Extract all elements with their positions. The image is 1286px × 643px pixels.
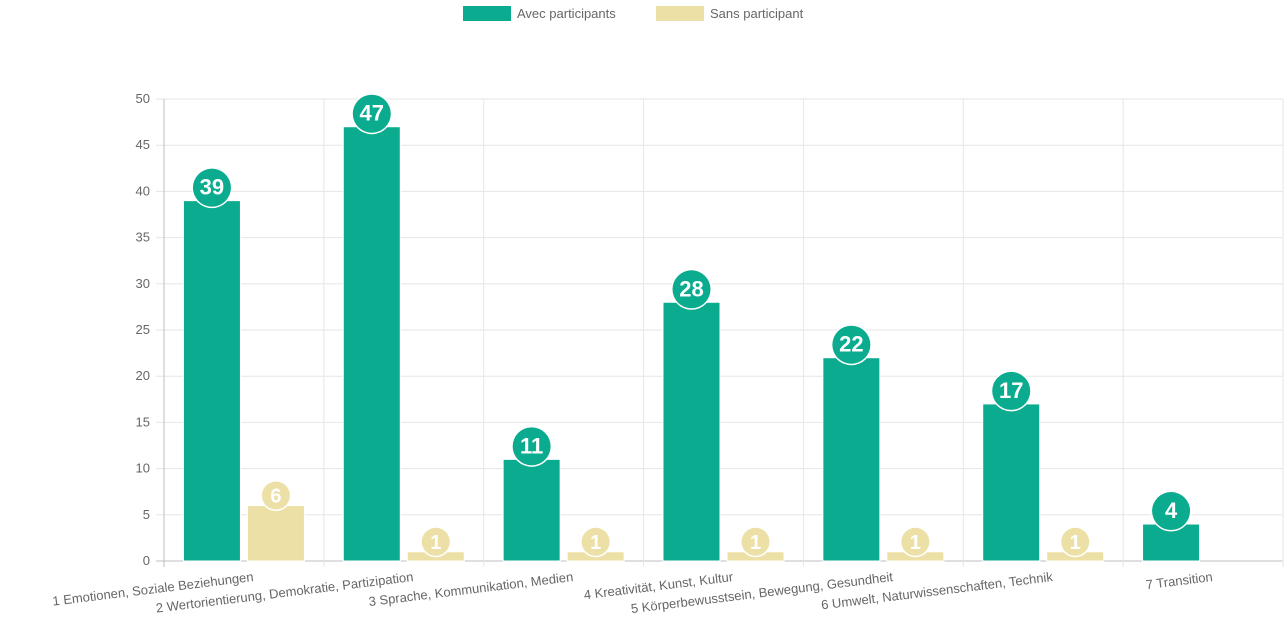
data-label-text: 28 xyxy=(679,276,703,301)
data-label-text: 47 xyxy=(360,101,384,126)
bars xyxy=(182,126,1201,562)
y-tick-label: 50 xyxy=(136,91,150,106)
data-label-bubble xyxy=(421,527,450,556)
data-label-bubble xyxy=(192,168,231,207)
legend-item[interactable]: Avec participants xyxy=(463,6,616,21)
bar-avec-participants[interactable] xyxy=(502,458,561,562)
data-label-bubble xyxy=(512,427,551,466)
data-label-text: 1 xyxy=(1070,532,1081,554)
data-label-bubble xyxy=(581,527,610,556)
data-label: 1 xyxy=(580,526,612,558)
data-label-bubble xyxy=(901,527,930,556)
data-label: 1 xyxy=(1059,526,1091,558)
data-label-bubble xyxy=(1152,492,1191,531)
bar-sans-participant[interactable] xyxy=(246,505,305,562)
data-label: 1 xyxy=(899,526,931,558)
y-tick-label: 20 xyxy=(136,368,150,383)
data-label-text: 17 xyxy=(999,378,1023,403)
y-tick-label: 45 xyxy=(136,137,150,152)
data-label-text: 22 xyxy=(839,332,863,357)
data-label: 39 xyxy=(191,167,233,209)
data-label: 11 xyxy=(511,425,553,467)
y-tick-label: 0 xyxy=(143,553,150,568)
data-label: 1 xyxy=(420,526,452,558)
bar-avec-participants[interactable] xyxy=(982,403,1041,562)
data-label: 47 xyxy=(351,93,393,135)
legend-swatch xyxy=(463,6,511,21)
data-label: 1 xyxy=(740,526,771,558)
data-label: 6 xyxy=(260,480,292,512)
data-label: 17 xyxy=(990,370,1032,412)
data-label-text: 1 xyxy=(430,532,441,554)
data-label-text: 1 xyxy=(910,532,921,554)
y-tick-label: 25 xyxy=(136,322,150,337)
bar-avec-participants[interactable] xyxy=(662,301,721,562)
data-label-bubble xyxy=(352,94,391,133)
legend-swatch xyxy=(656,6,704,21)
data-label: 28 xyxy=(671,268,712,310)
data-label-text: 6 xyxy=(270,486,281,508)
bar-avec-participants[interactable] xyxy=(822,357,881,562)
bar-avec-participants[interactable] xyxy=(182,200,241,562)
data-label-bubble xyxy=(261,481,290,510)
y-tick-label: 35 xyxy=(136,230,150,245)
legend: Avec participants Sans participant xyxy=(463,6,804,21)
bar-avec-participants[interactable] xyxy=(342,126,401,562)
data-label: 22 xyxy=(830,324,872,366)
y-tick-label: 5 xyxy=(143,507,150,522)
data-label: 4 xyxy=(1150,490,1192,532)
data-label-bubble xyxy=(672,270,711,309)
x-tick-label: 7 Transition xyxy=(1145,569,1214,592)
data-label-bubble xyxy=(1061,527,1090,556)
data-label-text: 1 xyxy=(590,532,601,554)
legend-label: Avec participants xyxy=(517,6,616,21)
data-label-text: 4 xyxy=(1165,498,1178,523)
data-label-bubble xyxy=(992,371,1031,410)
data-label-bubble xyxy=(741,527,770,556)
y-tick-label: 15 xyxy=(136,414,150,429)
data-label-text: 39 xyxy=(200,175,224,200)
legend-item[interactable]: Sans participant xyxy=(656,6,804,21)
y-tick-label: 10 xyxy=(136,461,150,476)
y-tick-label: 40 xyxy=(136,183,150,198)
y-axis: 0 5 10 15 20 25 30 35 40 45 50 xyxy=(136,91,150,568)
data-label-text: 11 xyxy=(520,433,543,458)
data-label-bubble xyxy=(832,325,871,364)
data-label-text: 1 xyxy=(750,532,761,554)
legend-label: Sans participant xyxy=(710,6,804,21)
y-tick-label: 30 xyxy=(136,276,150,291)
